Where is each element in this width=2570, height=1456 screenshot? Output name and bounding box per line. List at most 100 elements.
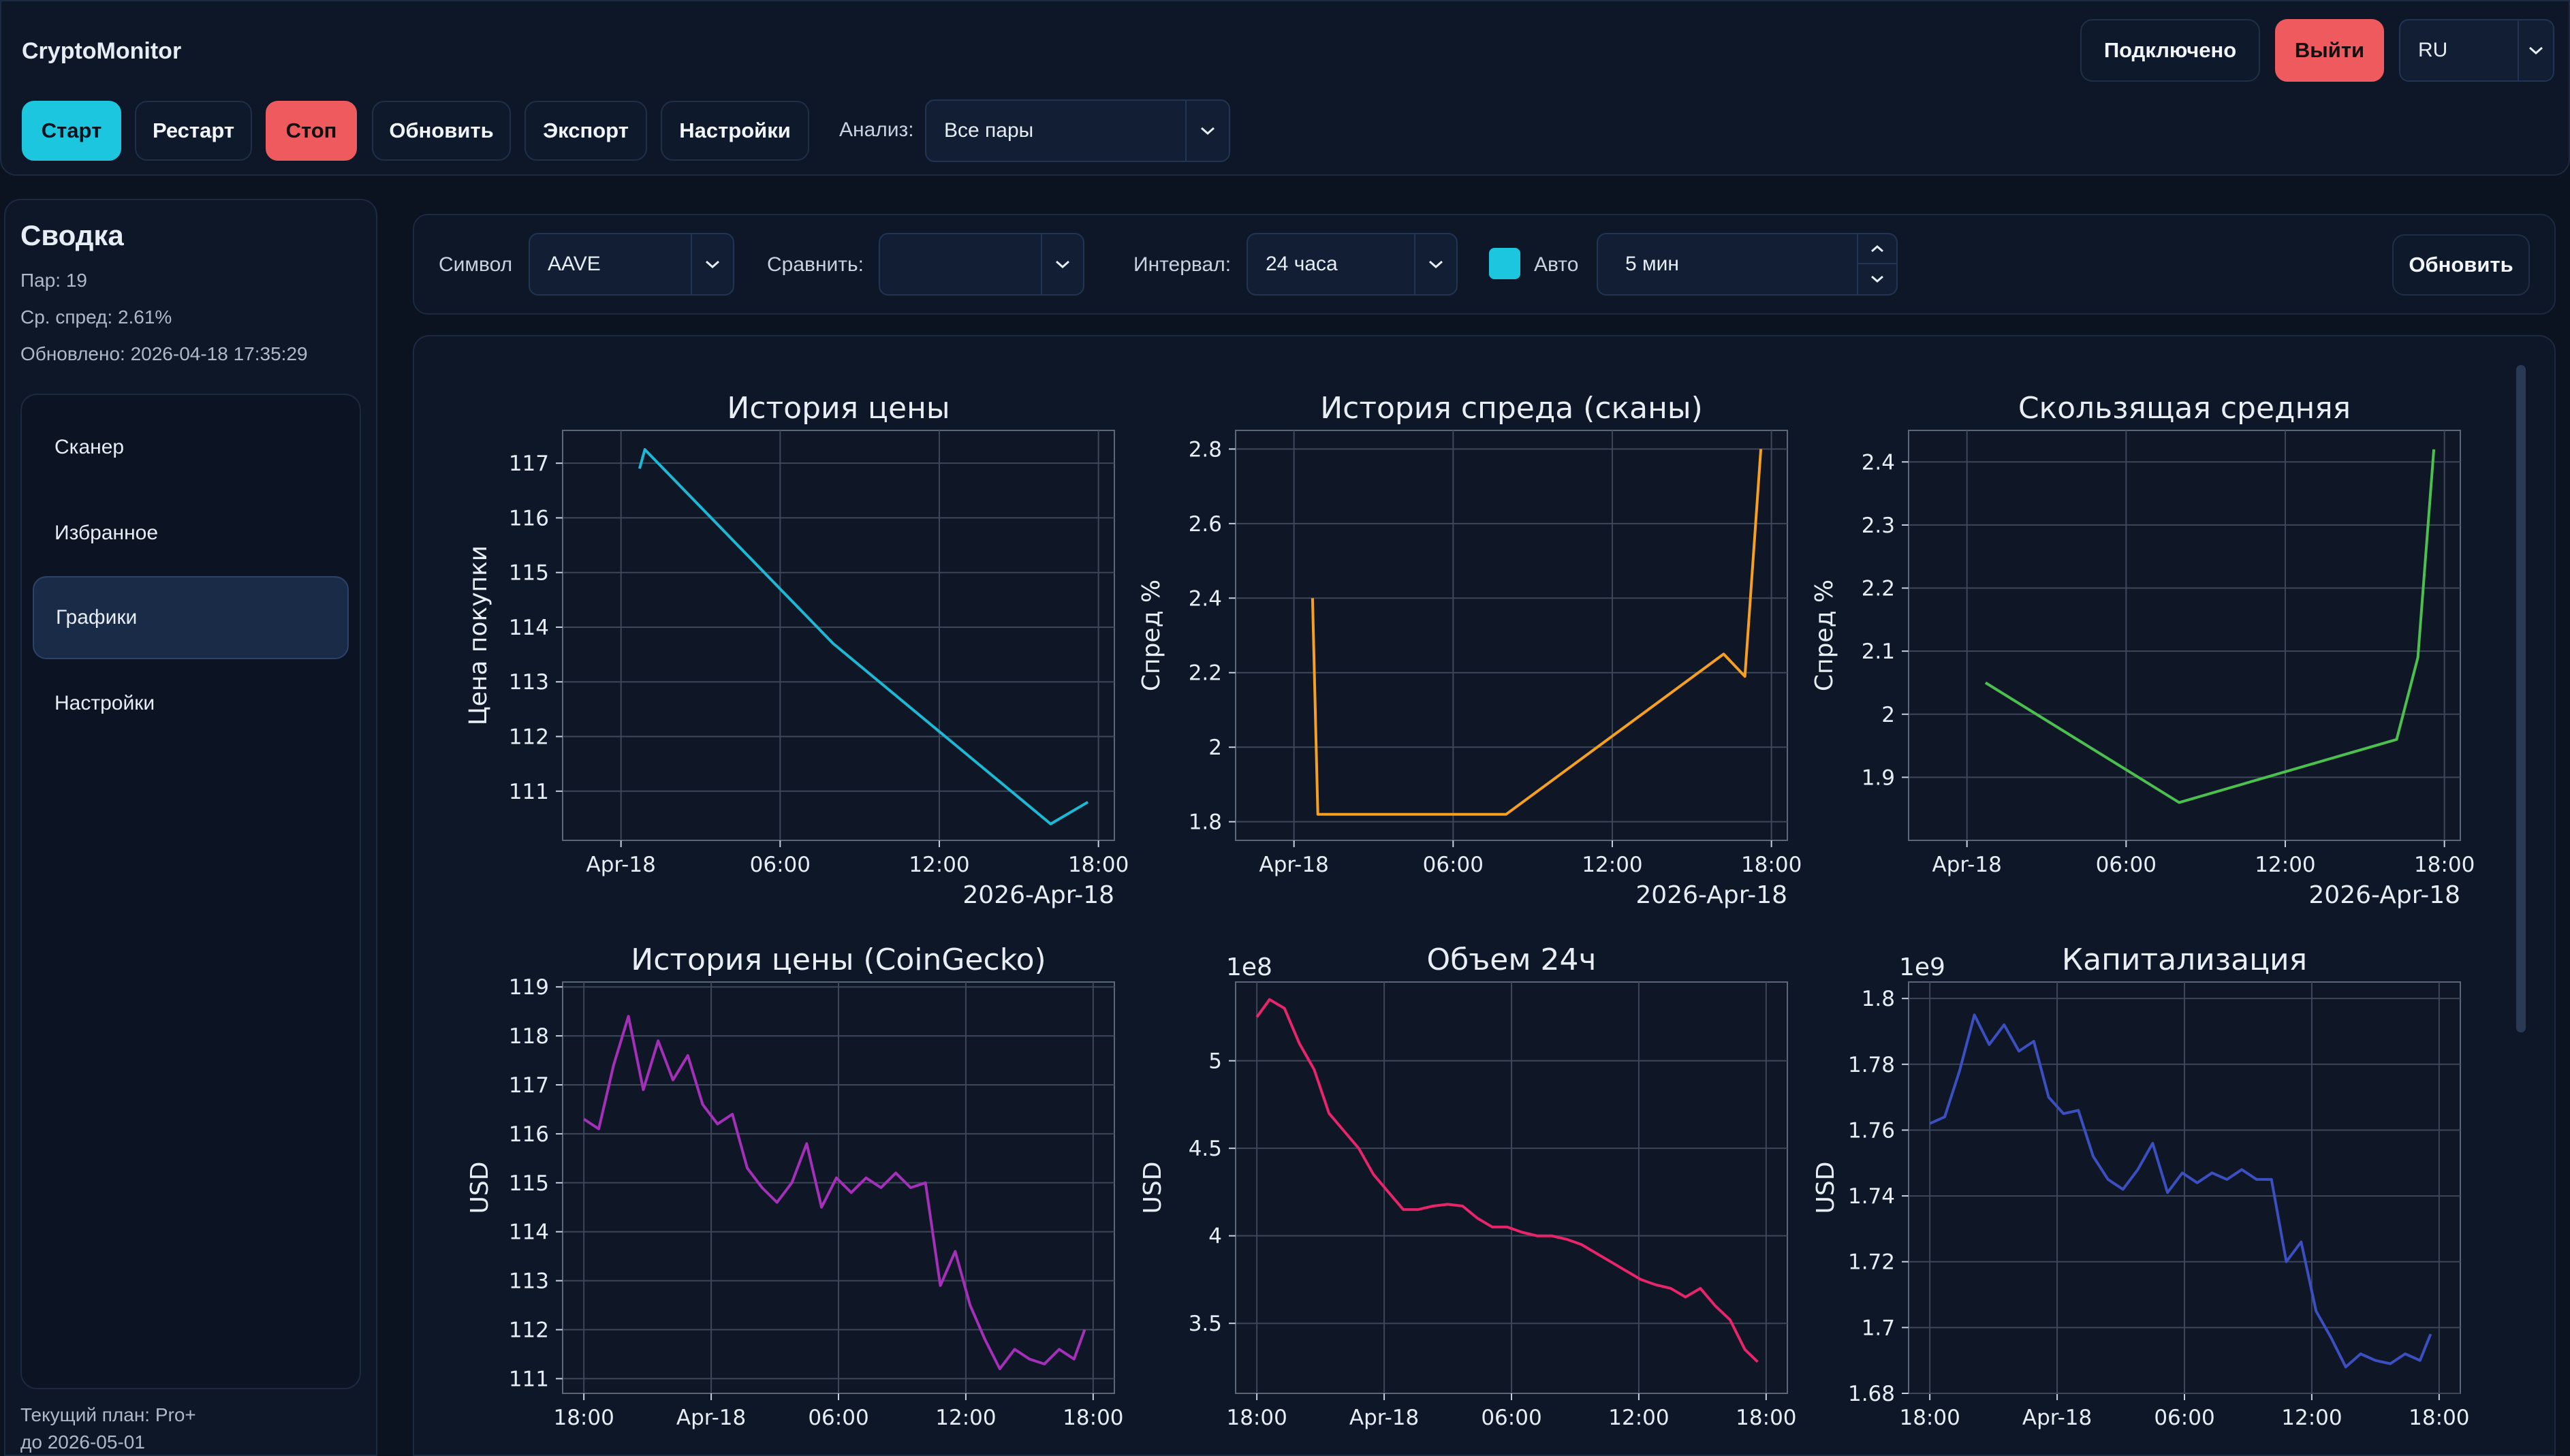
chevron-down-icon [1871,275,1883,283]
settings-button[interactable]: Настройки [661,101,809,161]
sidebar-item-favorites[interactable]: Избранное [33,492,349,575]
x-tick-label: Apr-18 [2022,1406,2092,1430]
export-button[interactable]: Экспорт [524,101,647,161]
chart-title: История цены [727,391,950,426]
y-tick-label: 2.6 [1189,512,1222,537]
charts-scrollbar-thumb[interactable] [2516,365,2526,1032]
x-tick-label: 12:00 [1608,1406,1669,1430]
series-line [1255,998,1759,1363]
y-tick-label: 1.8 [1189,810,1222,835]
y-tick-label: 115 [509,1171,549,1196]
y-tick-label: 1.7 [1862,1316,1895,1340]
period-value: 5 мин [1625,253,1679,275]
y-tick-label: 112 [509,725,549,749]
y-tick-label: 4 [1208,1224,1222,1249]
y-tick-label: 116 [509,1122,549,1147]
interval-label: Интервал: [1133,253,1232,276]
x-tick-label: 18:00 [1226,1406,1287,1430]
y-tick-label: 116 [509,506,549,531]
y-axis-label: USD [466,1162,494,1214]
y-tick-label: 2.8 [1189,437,1222,462]
plot-area [1908,430,2461,841]
summary-title: Сводка [20,219,124,251]
y-tick-label: 1.68 [1848,1382,1895,1406]
y-tick-label: 117 [509,452,549,476]
y-tick-label: 119 [509,975,549,1000]
x-tick-label: 06:00 [750,853,811,877]
start-button[interactable]: Старт [22,101,121,161]
x-tick-label: 18:00 [1068,853,1129,877]
y-tick-label: 114 [509,616,549,640]
x-axis-label: 2026-Apr-18 [962,881,1114,909]
x-tick-label: 06:00 [2096,853,2157,877]
chevron-down-icon[interactable] [691,234,733,294]
chart-title: Скользящая средняя [2018,391,2351,426]
connection-status-badge: Подключено [2080,19,2260,82]
chevron-down-icon[interactable] [2518,20,2553,80]
series-line [1311,449,1763,816]
x-tick-label: Apr-18 [1259,853,1329,877]
x-tick-label: 06:00 [808,1406,868,1430]
y-tick-label: 112 [509,1318,549,1343]
y-offset-label: 1e9 [1899,953,1945,981]
y-tick-label: 2 [1208,735,1222,760]
y-tick-label: 4.5 [1189,1137,1222,1161]
y-tick-label: 113 [509,670,549,695]
y-axis-label: Спред % [1138,580,1165,691]
x-tick-label: Apr-18 [676,1406,746,1430]
y-tick-label: 1.8 [1862,987,1895,1011]
sidebar-item-scanner[interactable]: Сканер [33,406,349,489]
x-tick-label: 18:00 [1736,1406,1796,1430]
sidebar-item-label: Графики [56,606,138,629]
filters-refresh-button[interactable]: Обновить [2392,234,2530,296]
x-tick-label: 18:00 [1741,853,1802,877]
auto-label: Авто [1534,253,1579,276]
y-tick-label: 1.76 [1848,1118,1895,1143]
y-tick-label: 1.9 [1862,765,1895,790]
x-tick-label: Apr-18 [1349,1406,1419,1430]
analysis-select[interactable]: Все пары [925,99,1230,162]
y-tick-label: 115 [509,561,549,586]
compare-select[interactable] [879,233,1084,296]
sidebar-item-label: Избранное [54,522,159,544]
stop-button[interactable]: Стоп [266,101,357,161]
logout-button[interactable]: Выйти [2275,19,2384,82]
restart-button[interactable]: Рестарт [135,101,252,161]
y-tick-label: 111 [509,780,549,804]
y-tick-label: 111 [509,1367,549,1391]
x-tick-label: 06:00 [2154,1406,2214,1430]
refresh-button[interactable]: Обновить [372,101,511,161]
spin-up-button[interactable] [1857,234,1896,264]
x-axis-label: 2026-Apr-18 [1635,881,1787,909]
y-tick-label: 1.78 [1848,1053,1895,1077]
interval-select[interactable]: 24 часа [1247,233,1458,296]
series-line [1984,449,2436,804]
x-tick-label: 18:00 [1063,1406,1123,1430]
auto-checkbox[interactable] [1489,248,1520,279]
language-select[interactable]: RU [2399,19,2554,82]
chart-title: История цены (CoinGecko) [631,943,1046,977]
y-offset-label: 1e8 [1226,953,1272,981]
y-axis-label: Спред % [1811,580,1838,691]
period-spinbox[interactable]: 5 мин [1597,233,1898,296]
sidebar-item-charts[interactable]: Графики [33,576,349,659]
chevron-down-icon[interactable] [1041,234,1083,294]
chart-title: Капитализация [2062,943,2307,977]
filter-bar [413,214,2556,315]
sidebar-item-settings[interactable]: Настройки [33,662,349,745]
symbol-select[interactable]: AAVE [529,233,734,296]
chevron-down-icon[interactable] [1185,101,1229,161]
summary-avg-spread: Ср. спред: 2.61% [20,306,172,328]
x-tick-label: 18:00 [2409,1406,2469,1430]
x-tick-label: 12:00 [1582,853,1642,877]
plan-text: Текущий план: Pro+ [20,1404,196,1425]
x-tick-label: 12:00 [935,1406,996,1430]
y-tick-label: 2.2 [1862,577,1895,601]
y-tick-label: 2.2 [1189,661,1222,686]
y-tick-label: 118 [509,1024,549,1049]
spin-down-button[interactable] [1857,264,1896,294]
chevron-down-icon[interactable] [1414,234,1456,294]
x-tick-label: 06:00 [1481,1406,1541,1430]
y-tick-label: 114 [509,1220,549,1245]
symbol-label: Символ [439,253,513,276]
